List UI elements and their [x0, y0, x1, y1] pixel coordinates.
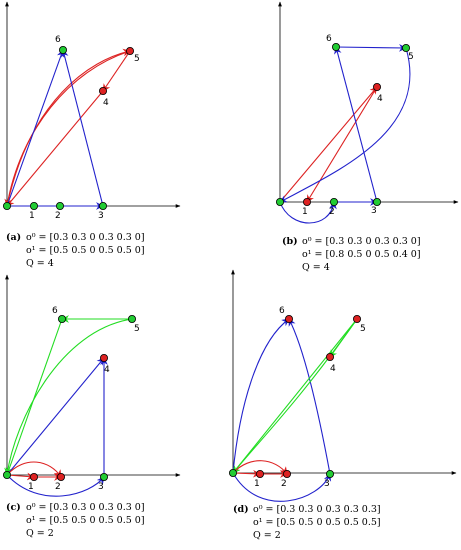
edge-arrow	[232, 318, 358, 474]
caption-q: Q = 2	[26, 528, 54, 539]
edge-arrow	[232, 469, 261, 478]
node-label-1: 1	[302, 207, 308, 217]
edge-arrow	[329, 318, 358, 358]
node-6	[331, 43, 340, 52]
node-5	[127, 314, 136, 323]
edge-arrow	[279, 86, 378, 203]
node-label-1: 1	[29, 211, 35, 221]
caption-o0: o⁰ = [0.3 0.3 0 0.3 0.3 0]	[26, 232, 145, 243]
edge-arrow	[4, 50, 131, 207]
caption-q: Q = 4	[302, 262, 330, 273]
node-label-3: 3	[371, 206, 377, 216]
node-label-4: 4	[377, 94, 383, 104]
node-1	[29, 472, 38, 481]
node-label-4: 4	[104, 365, 110, 375]
caption-o0: o⁰ = [0.3 0.3 0 0.3 0.3 0]	[26, 502, 145, 513]
edge-arrow	[232, 460, 288, 475]
node-3	[325, 469, 334, 478]
edge-arrow	[279, 201, 337, 224]
node-2	[57, 472, 66, 481]
node-label-6: 6	[326, 34, 332, 44]
node-1	[255, 469, 264, 478]
caption-tag: (d)	[233, 504, 249, 515]
caption-tag: (a)	[6, 232, 21, 243]
node-0	[275, 197, 284, 206]
node-label-5: 5	[134, 54, 140, 64]
caption-q: Q = 4	[26, 258, 54, 269]
node-2	[282, 469, 291, 478]
edge-arrow	[6, 90, 104, 207]
node-0	[228, 468, 237, 477]
edge-arrow	[6, 461, 62, 478]
edge-arrow	[279, 47, 411, 203]
node-label-1: 1	[254, 479, 260, 489]
node-label-5: 5	[360, 324, 366, 334]
panel-a: 1 2 3 4 5 6 (a) o⁰ = [0.3 0.3 0 0.3 0.3 0] o¹ = …	[3, 1, 181, 269]
edge-arrow	[6, 48, 131, 207]
node-5	[126, 47, 135, 56]
node-0	[3, 470, 11, 479]
node-label-5: 5	[408, 52, 414, 62]
node-label-2: 2	[55, 482, 61, 492]
caption-o1: o¹ = [0.5 0.5 0 0.5 0.5 0]	[26, 245, 145, 256]
node-label-2: 2	[329, 207, 335, 217]
caption-tag: (c)	[6, 502, 21, 513]
edge-arrow	[288, 318, 331, 475]
node-label-3: 3	[98, 211, 104, 221]
node-label-3: 3	[98, 482, 104, 492]
caption-o1: o¹ = [0.5 0.5 0 0.5 0.5 0.5]	[253, 517, 381, 528]
edge-arrow	[232, 318, 290, 474]
node-label-3: 3	[324, 479, 330, 489]
edge-arrow	[102, 50, 131, 92]
node-label-6: 6	[55, 35, 61, 45]
node-5	[401, 44, 410, 53]
caption-o1: o¹ = [0.5 0.5 0 0.5 0.5 0]	[26, 515, 145, 526]
node-4	[372, 83, 381, 92]
node-2	[329, 197, 338, 206]
edge-arrow	[6, 49, 65, 207]
edge-arrow	[334, 46, 378, 203]
node-6	[59, 46, 68, 55]
node-4	[100, 353, 109, 362]
edge-arrow	[6, 357, 105, 476]
edge-arrow	[4, 318, 133, 476]
edge-arrow	[335, 44, 407, 52]
caption-q: Q = 2	[253, 530, 281, 541]
edge-arrow	[6, 472, 35, 481]
node-3	[372, 197, 381, 206]
node-label-1: 1	[28, 482, 34, 492]
node-label-4: 4	[330, 364, 336, 374]
edge-arrow	[60, 49, 104, 207]
node-label-2: 2	[281, 479, 287, 489]
panel-b: 1 2 3 4 5 6 (b) o⁰ = [0.3 0.3 0 0.3 0.3 0] o¹ = …	[275, 1, 459, 273]
edge-arrow	[232, 472, 332, 502]
caption-tag: (b)	[282, 236, 298, 247]
node-2	[56, 201, 65, 210]
node-5	[352, 314, 361, 323]
edge-arrow	[306, 86, 378, 203]
edge-arrow	[6, 474, 105, 497]
node-label-2: 2	[55, 211, 61, 221]
node-6	[284, 314, 293, 323]
node-6	[58, 314, 67, 323]
node-4	[325, 352, 334, 361]
node-1	[302, 197, 311, 206]
node-1	[29, 201, 38, 210]
caption-o1: o¹ = [0.8 0.5 0 0.5 0.4 0]	[302, 249, 421, 260]
node-label-4: 4	[103, 98, 109, 108]
node-label-5: 5	[134, 324, 140, 334]
node-4	[99, 87, 108, 96]
panel-d: 1 2 3 4 5 6 (d) o⁰ = [0.3 0.3 0 0.3 0.3 0.3] o¹ …	[228, 269, 457, 541]
panel-c: 1 2 3 4 5 6 (c) o⁰ = [0.3 0.3 0 0.3 0.3 0] o¹ = …	[3, 274, 181, 539]
node-3	[100, 472, 109, 481]
node-0	[3, 201, 11, 210]
node-label-6: 6	[279, 306, 285, 316]
caption-o0: o⁰ = [0.3 0.3 0 0.3 0.3 0.3]	[253, 504, 381, 515]
node-label-6: 6	[52, 306, 58, 316]
caption-o0: o⁰ = [0.3 0.3 0 0.3 0.3 0]	[302, 236, 421, 247]
node-3	[99, 201, 108, 210]
